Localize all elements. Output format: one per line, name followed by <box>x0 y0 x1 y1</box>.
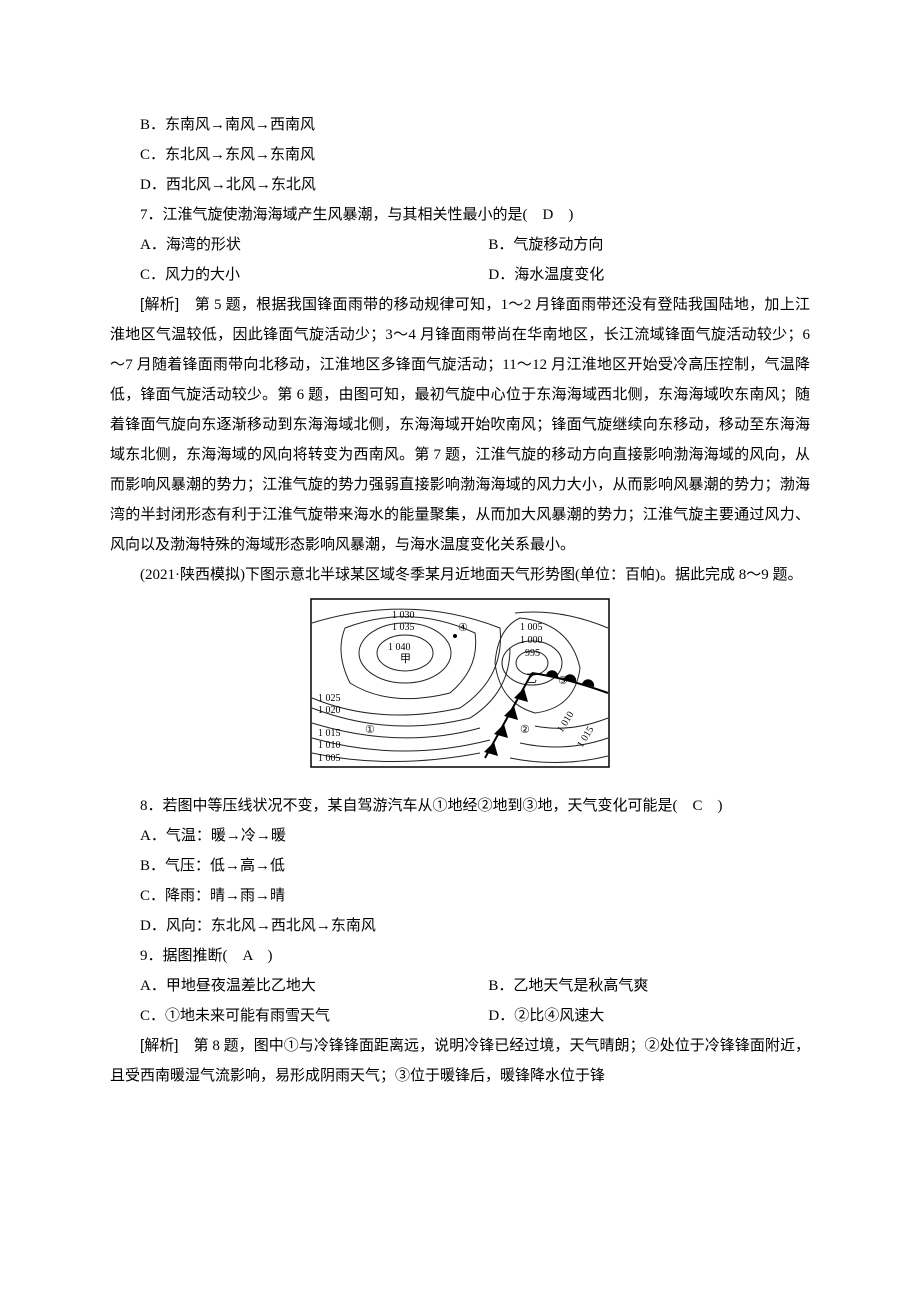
lbl-1040: 1 040 <box>388 642 411 653</box>
q6-option-c: C．东北风→东风→东南风 <box>110 140 810 170</box>
q6-option-b: B．东南风→南风→西南风 <box>110 110 810 140</box>
q8-option-c: C．降雨：晴→雨→晴 <box>110 881 810 911</box>
lbl-1010l: 1 010 <box>318 740 341 751</box>
analysis-block-1: [解析] 第 5 题，根据我国锋面雨带的移动规律可知，1～2 月锋面雨带还没有登… <box>110 290 810 560</box>
q9-option-c: C．①地未来可能有雨雪天气 <box>140 1001 488 1031</box>
analysis-body-2: 第 8 题，图中①与冷锋锋面距离远，说明冷锋已经过境，天气晴朗；②处位于冷锋锋面… <box>110 1038 810 1084</box>
lbl-1005r: 1 005 <box>520 622 543 633</box>
q7-option-d: D．海水温度变化 <box>488 260 810 290</box>
q7-option-c: C．风力的大小 <box>140 260 488 290</box>
lbl-1030: 1 030 <box>392 610 415 621</box>
q7-stem: 7．江淮气旋使渤海海域产生风暴潮，与其相关性最小的是( D ) <box>110 200 810 230</box>
lbl-n3: ③ <box>558 675 568 687</box>
lbl-jia: 甲 <box>400 653 411 665</box>
q8-option-a: A．气温：暖→冷→暖 <box>110 821 810 851</box>
q8-option-d: D．风向：东北风→西北风→东南风 <box>110 911 810 941</box>
lbl-1020: 1 020 <box>318 705 341 716</box>
q7-options-row1: A．海湾的形状 B．气旋移动方向 <box>110 230 810 260</box>
q6-option-d: D．西北风→北风→东北风 <box>110 170 810 200</box>
lbl-1015: 1 015 <box>318 728 341 739</box>
q9-option-d: D．②比④风速大 <box>488 1001 810 1031</box>
intro-2: (2021·陕西模拟)下图示意北半球某区域冬季某月近地面天气形势图(单位：百帕)… <box>110 560 810 590</box>
lbl-995: 995 <box>525 648 540 659</box>
analysis-label-1: [解析] <box>140 296 179 313</box>
analysis-body-1: 第 5 题，根据我国锋面雨带的移动规律可知，1～2 月锋面雨带还没有登陆我国陆地… <box>110 297 810 553</box>
q9-options-row1: A．甲地昼夜温差比乙地大 B．乙地天气是秋高气爽 <box>110 971 810 1001</box>
lbl-n4: ④ <box>458 622 468 634</box>
q8-option-b: B．气压：低→高→低 <box>110 851 810 881</box>
q9-options-row2: C．①地未来可能有雨雪天气 D．②比④风速大 <box>110 1001 810 1031</box>
q7-options-row2: C．风力的大小 D．海水温度变化 <box>110 260 810 290</box>
analysis-label-2: [解析] <box>140 1037 178 1054</box>
lbl-1005l: 1 005 <box>318 753 341 764</box>
q9-option-a: A．甲地昼夜温差比乙地大 <box>140 971 488 1001</box>
lbl-1025: 1 025 <box>318 693 341 704</box>
q7-option-b: B．气旋移动方向 <box>488 230 810 260</box>
q7-option-a: A．海湾的形状 <box>140 230 488 260</box>
weather-map-figure: 1 030 1 035 1 040 甲 1 025 1 020 1 015 1 … <box>110 598 810 779</box>
lbl-1035: 1 035 <box>392 622 415 633</box>
analysis-block-2: [解析] 第 8 题，图中①与冷锋锋面距离远，说明冷锋已经过境，天气晴朗；②处位… <box>110 1031 810 1091</box>
lbl-n1: ① <box>365 724 375 736</box>
q9-option-b: B．乙地天气是秋高气爽 <box>488 971 810 1001</box>
q8-stem: 8．若图中等压线状况不变，某自驾游汽车从①地经②地到③地，天气变化可能是( C … <box>110 791 810 821</box>
lbl-1000: 1 000 <box>520 635 543 646</box>
lbl-yi: 乙 <box>526 672 537 685</box>
lbl-n2: ② <box>520 724 530 736</box>
q9-stem: 9．据图推断( A ) <box>110 941 810 971</box>
